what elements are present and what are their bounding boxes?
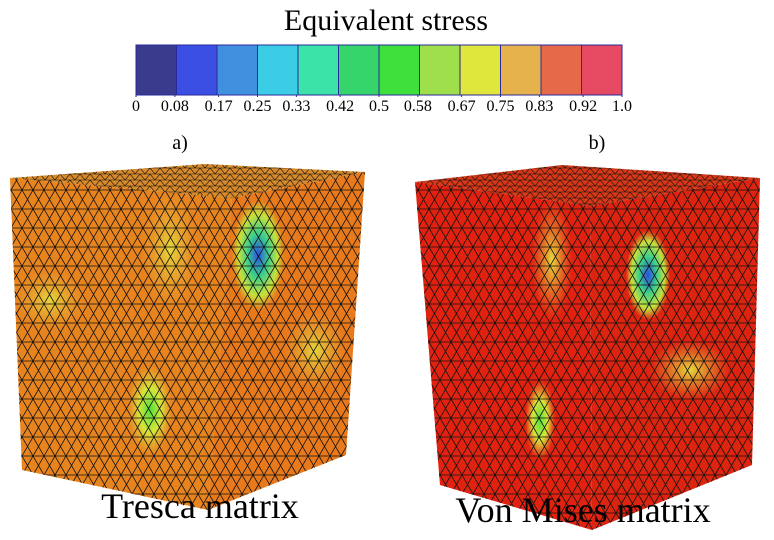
colorbar-swatch — [419, 44, 461, 96]
colorbar-swatch — [500, 44, 542, 96]
colorbar-swatch — [581, 44, 623, 96]
colorbar-tick-label: 0.17 — [205, 98, 233, 115]
colorbar-swatch — [540, 44, 582, 96]
colorbar-tick-label: 0.08 — [161, 98, 189, 115]
colorbar: 0 0.08 0.17 0.25 0.33 0.42 0.5 0.58 0.67 0.75 0.83… — [132, 44, 632, 115]
colorbar-tick-label: 0.25 — [244, 98, 272, 115]
colorbar-swatch — [338, 44, 380, 96]
colorbar-swatch — [176, 44, 218, 96]
colorbar-swatch — [216, 44, 258, 96]
colorbar-tick-label: 0 — [132, 98, 140, 115]
colorbar-tick-label: 0.67 — [448, 98, 476, 115]
cube-a — [10, 164, 365, 510]
colorbar-tick-label: 1.0 — [612, 98, 632, 115]
colorbar-tick-label: 0.92 — [569, 98, 597, 115]
colorbar-swatch — [257, 44, 299, 96]
colorbar-tick-label: 0.42 — [326, 98, 354, 115]
panel-label: a) — [172, 132, 188, 154]
colorbar-title: Equivalent stress — [284, 4, 488, 37]
panel-caption: Von Mises matrix — [455, 490, 710, 530]
panel-label: b) — [589, 132, 606, 154]
colorbar-tick-label: 0.58 — [404, 98, 432, 115]
colorbar-tick-label: 0.83 — [525, 98, 553, 115]
colorbar-tick-label: 0.75 — [487, 98, 515, 115]
colorbar-swatch — [297, 44, 339, 96]
cube-b — [415, 165, 760, 530]
colorbar-swatch — [378, 44, 420, 96]
panel-caption: Tresca matrix — [101, 486, 299, 526]
colorbar-tick-label: 0.33 — [282, 98, 310, 115]
colorbar-swatch — [459, 44, 501, 96]
colorbar-tick-label: 0.5 — [369, 98, 389, 115]
colorbar-swatch — [135, 44, 177, 96]
